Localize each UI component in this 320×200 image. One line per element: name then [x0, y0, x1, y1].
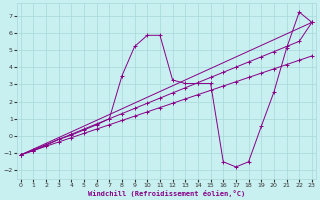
X-axis label: Windchill (Refroidissement éolien,°C): Windchill (Refroidissement éolien,°C)	[88, 190, 245, 197]
